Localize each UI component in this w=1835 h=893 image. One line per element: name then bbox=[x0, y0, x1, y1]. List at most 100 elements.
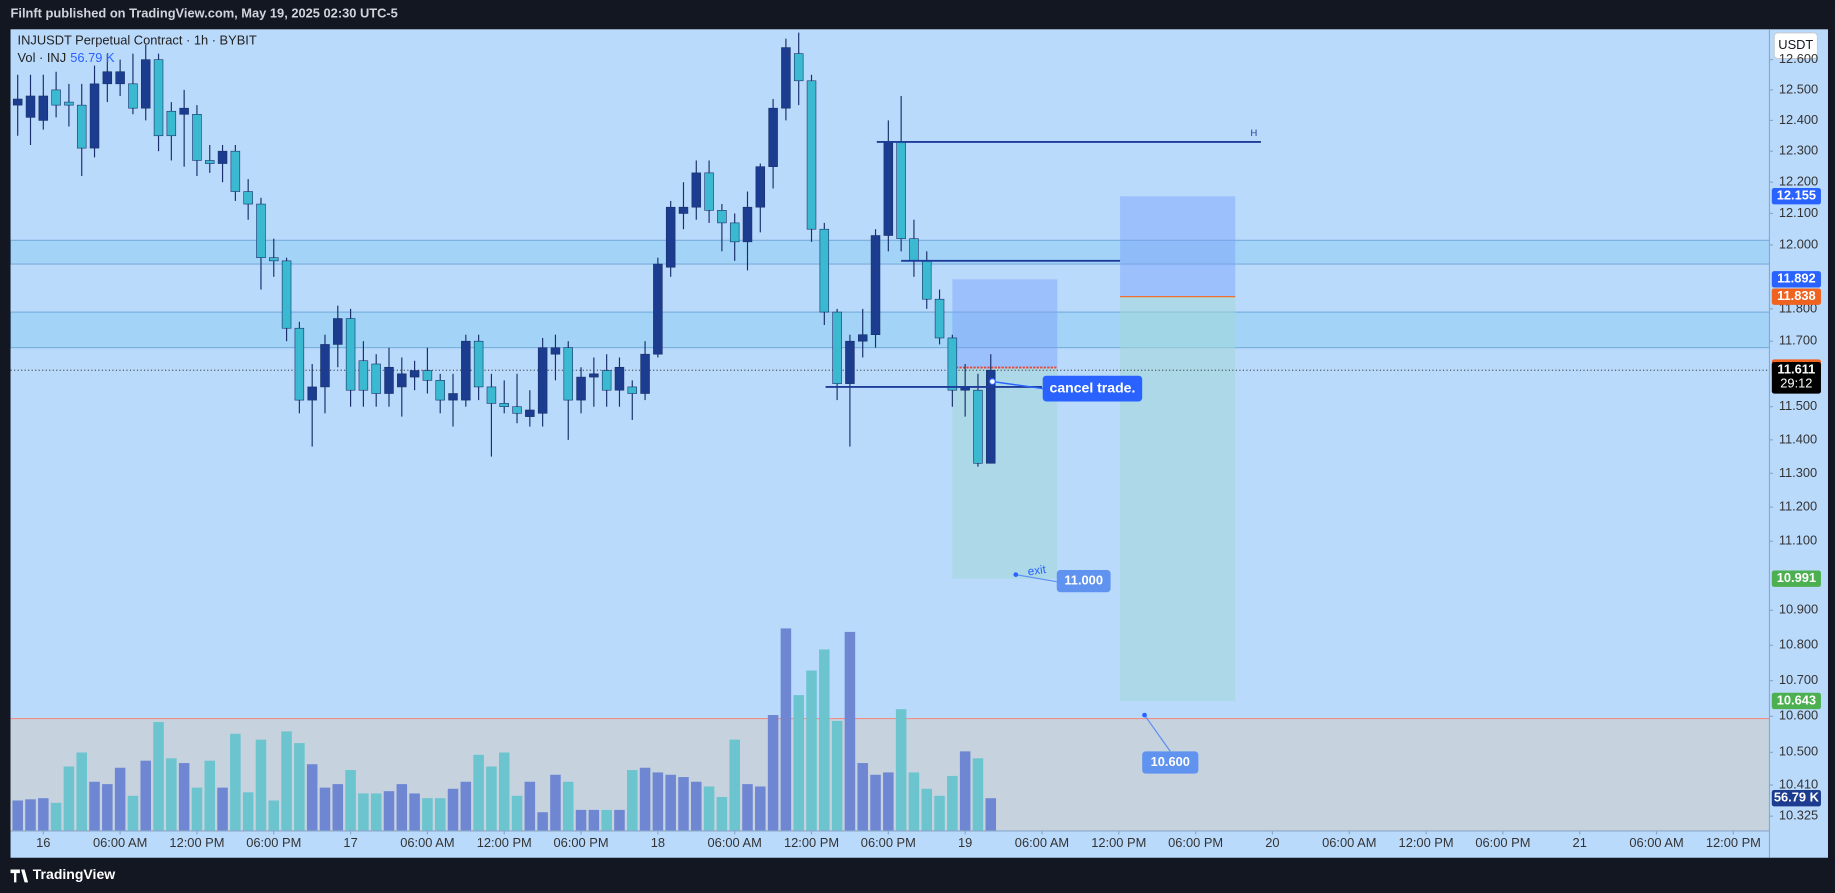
candle-body bbox=[563, 347, 573, 401]
volume-bar bbox=[614, 809, 625, 831]
note-anchor bbox=[1013, 572, 1019, 577]
volume-bar bbox=[422, 798, 433, 831]
candle-body bbox=[806, 80, 817, 230]
price-tag-label: 11.892 bbox=[1777, 271, 1816, 286]
y-tick-label: 10.900 bbox=[1779, 602, 1818, 617]
volume-bar bbox=[524, 781, 536, 831]
x-tick-label: 06:00 PM bbox=[1168, 835, 1223, 850]
candle-body bbox=[922, 260, 932, 300]
candle-body bbox=[256, 203, 266, 258]
currency-button[interactable] bbox=[1773, 32, 1819, 60]
candle-body bbox=[358, 360, 369, 391]
volume-bar bbox=[985, 798, 997, 831]
candle-body bbox=[614, 366, 625, 391]
volume-bar bbox=[230, 733, 241, 831]
candle-body bbox=[89, 83, 100, 149]
note-text: 11.000 bbox=[1064, 572, 1103, 587]
volume-bar bbox=[114, 767, 126, 831]
countdown: 29:12 bbox=[1780, 376, 1812, 391]
volume-bar bbox=[178, 763, 190, 831]
candle-body bbox=[294, 327, 305, 401]
volume-bar bbox=[550, 774, 561, 831]
volume-bar bbox=[537, 812, 548, 831]
logo bbox=[10, 869, 29, 883]
volume-bar bbox=[319, 787, 331, 831]
candle-body bbox=[179, 107, 189, 115]
volume-bar bbox=[626, 770, 638, 831]
note-bubble bbox=[1142, 751, 1199, 774]
x-tick-label: 06:00 AM bbox=[93, 835, 147, 850]
candle-body bbox=[883, 141, 894, 236]
volume-bar bbox=[601, 809, 612, 831]
volume-bar bbox=[153, 722, 164, 831]
candle-body bbox=[102, 71, 113, 85]
volume-bar bbox=[883, 772, 894, 831]
volume-bar bbox=[25, 799, 36, 831]
x-tick-label: 06:00 PM bbox=[246, 835, 301, 850]
volume-bar bbox=[89, 781, 100, 831]
y-tick-label: 12.400 bbox=[1779, 112, 1818, 127]
x-tick-label: 06:00 PM bbox=[1475, 835, 1530, 850]
volume-bar bbox=[652, 772, 664, 831]
price-tag bbox=[1771, 288, 1821, 305]
note-text: 10.600 bbox=[1151, 754, 1190, 769]
candle-body bbox=[729, 222, 740, 243]
volume-bar bbox=[383, 791, 395, 831]
header-text: Filnft published on TradingView.com, May… bbox=[11, 5, 398, 20]
volume-bar bbox=[831, 720, 843, 831]
candle-body bbox=[499, 403, 509, 407]
price-tag-label: 11.611 bbox=[1777, 362, 1815, 377]
y-tick-label: 12.600 bbox=[1779, 51, 1818, 66]
candle-body bbox=[461, 340, 471, 401]
volume-bar bbox=[63, 766, 75, 831]
candle-body bbox=[665, 206, 676, 268]
volume-bar bbox=[255, 739, 267, 831]
y-tick-label: 10.410 bbox=[1779, 776, 1818, 791]
candle-body bbox=[832, 311, 842, 384]
price-tag bbox=[1771, 271, 1821, 288]
volume-bar bbox=[959, 751, 971, 831]
x-tick-label: 06:00 AM bbox=[1015, 835, 1069, 850]
currency-label[interactable]: USDT bbox=[1778, 37, 1813, 52]
x-tick-label: 18 bbox=[651, 835, 665, 850]
volume-bar bbox=[857, 763, 868, 831]
candle-body bbox=[371, 363, 381, 394]
candle-body bbox=[12, 98, 23, 106]
candle-body bbox=[307, 386, 317, 401]
x-tick-label: 06:00 AM bbox=[400, 835, 454, 850]
volume-bar bbox=[486, 766, 497, 831]
position-risk bbox=[952, 279, 1058, 368]
y-tick-label: 10.325 bbox=[1779, 808, 1818, 823]
note-anchor bbox=[988, 378, 996, 386]
volume-bar bbox=[166, 758, 177, 831]
price-tag bbox=[1771, 570, 1821, 587]
volume-bar bbox=[972, 758, 984, 831]
volume-bar bbox=[345, 770, 356, 831]
candle-body bbox=[640, 353, 650, 394]
candle-body bbox=[909, 238, 919, 262]
volume-bar bbox=[895, 709, 907, 831]
volume-bar bbox=[806, 670, 817, 831]
volume-bar bbox=[934, 795, 945, 831]
candle-body bbox=[512, 406, 522, 414]
volume-bar bbox=[575, 809, 587, 831]
candle-body bbox=[589, 373, 599, 378]
volume-bar bbox=[870, 774, 881, 831]
y-tick-label: 11.100 bbox=[1779, 533, 1817, 548]
candle-body bbox=[64, 101, 74, 106]
candle-body bbox=[166, 110, 177, 137]
candle-body bbox=[525, 409, 535, 417]
candle-body bbox=[755, 166, 766, 208]
volume-bar bbox=[460, 781, 472, 831]
volume-bar bbox=[12, 800, 23, 831]
position-risk bbox=[1120, 196, 1236, 297]
volume-bar bbox=[102, 784, 113, 831]
note-text: cancel trade. bbox=[1050, 379, 1136, 395]
volume-bar bbox=[562, 781, 574, 831]
y-tick-label: 12.500 bbox=[1779, 81, 1818, 96]
volume-bar bbox=[204, 760, 216, 831]
footer-brand: TradingView bbox=[33, 866, 115, 882]
